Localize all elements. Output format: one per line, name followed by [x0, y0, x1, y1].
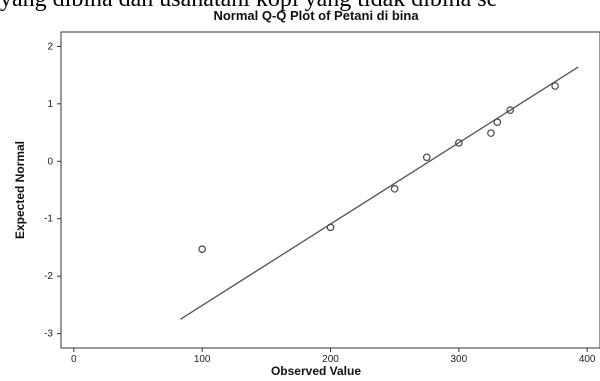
- data-point: [326, 223, 335, 232]
- data-point: [493, 118, 502, 127]
- data-point: [506, 106, 514, 114]
- x-tick-label: 400: [579, 354, 596, 365]
- x-tick-label: 100: [194, 354, 211, 365]
- plot-frame: [60, 31, 600, 349]
- data-point: [487, 129, 495, 137]
- data-point: [455, 139, 463, 147]
- x-tick-label: 0: [71, 354, 77, 365]
- reference-line: [180, 66, 579, 320]
- x-axis-label: Observed Value: [271, 364, 361, 378]
- y-tick-label: -1: [44, 214, 53, 225]
- data-point: [390, 185, 399, 193]
- y-tick-label: -3: [44, 329, 53, 340]
- data-point: [551, 82, 559, 90]
- y-tick-label: 2: [47, 41, 53, 52]
- data-point: [198, 245, 206, 253]
- x-tick-label: 200: [322, 354, 339, 365]
- y-axis-label: Expected Normal: [13, 141, 27, 239]
- chart-title: Normal Q-Q Plot of Petani di bina: [213, 8, 419, 23]
- x-tick-label: 300: [450, 354, 467, 365]
- y-tick-label: 0: [47, 156, 53, 167]
- y-tick-label: -2: [44, 271, 53, 282]
- data-point: [422, 153, 431, 162]
- y-tick-label: 1: [47, 99, 53, 110]
